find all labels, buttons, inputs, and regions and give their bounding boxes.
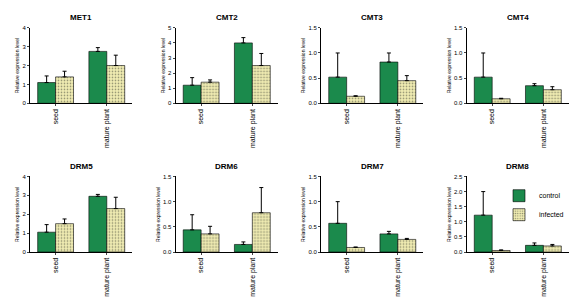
- svg-text:1: 1: [22, 230, 26, 236]
- svg-text:0.0: 0.0: [309, 100, 318, 106]
- svg-text:0.5: 0.5: [309, 224, 318, 230]
- svg-text:1.5: 1.5: [309, 25, 318, 31]
- svg-text:DRM6: DRM6: [215, 162, 238, 171]
- svg-text:0: 0: [22, 249, 26, 255]
- svg-text:2: 2: [22, 211, 26, 217]
- svg-text:1.0: 1.0: [309, 50, 318, 56]
- svg-text:infected: infected: [539, 211, 564, 218]
- svg-text:Relative expression level: Relative expression level: [14, 187, 20, 242]
- svg-text:0: 0: [22, 100, 26, 106]
- svg-text:0.0: 0.0: [454, 100, 463, 106]
- svg-text:Relative expression level: Relative expression level: [446, 187, 452, 242]
- svg-text:1.5: 1.5: [163, 174, 172, 180]
- svg-text:DRM8: DRM8: [506, 162, 529, 171]
- svg-text:0: 0: [168, 100, 172, 106]
- svg-text:mature plant: mature plant: [540, 109, 548, 148]
- svg-text:Relative expression level: Relative expression level: [14, 38, 20, 93]
- svg-text:Relative expression level: Relative expression level: [160, 38, 166, 93]
- svg-text:mature plant: mature plant: [540, 258, 548, 297]
- svg-text:mature plant: mature plant: [394, 109, 402, 148]
- svg-text:1.0: 1.0: [163, 199, 172, 205]
- svg-text:3: 3: [168, 55, 172, 61]
- svg-text:seed: seed: [197, 109, 204, 124]
- svg-text:0.5: 0.5: [309, 75, 318, 81]
- svg-text:MET1: MET1: [70, 13, 92, 22]
- svg-text:3: 3: [22, 44, 26, 50]
- svg-text:2: 2: [168, 70, 172, 76]
- svg-text:Relative expression level: Relative expression level: [446, 38, 452, 93]
- svg-text:Relative expression level: Relative expression level: [300, 187, 306, 242]
- svg-text:0.5: 0.5: [454, 234, 463, 240]
- svg-text:CMT2: CMT2: [216, 13, 238, 22]
- svg-text:1.5: 1.5: [309, 174, 318, 180]
- svg-text:0.0: 0.0: [163, 249, 172, 255]
- svg-text:1: 1: [168, 85, 172, 91]
- svg-text:CMT4: CMT4: [507, 13, 529, 22]
- svg-text:mature plant: mature plant: [103, 109, 111, 148]
- svg-text:0.5: 0.5: [163, 224, 172, 230]
- svg-text:mature plant: mature plant: [249, 258, 257, 297]
- svg-text:1.5: 1.5: [454, 25, 463, 31]
- svg-text:control: control: [539, 192, 560, 199]
- svg-text:0.5: 0.5: [454, 75, 463, 81]
- svg-text:4: 4: [22, 174, 26, 180]
- svg-text:1.5: 1.5: [454, 204, 463, 210]
- svg-text:0.0: 0.0: [309, 249, 318, 255]
- svg-text:1.0: 1.0: [309, 199, 318, 205]
- svg-text:2.5: 2.5: [454, 174, 463, 180]
- svg-text:seed: seed: [488, 258, 495, 273]
- svg-text:1: 1: [22, 82, 26, 88]
- svg-text:seed: seed: [343, 258, 350, 273]
- svg-text:DRM5: DRM5: [70, 162, 93, 171]
- svg-text:seed: seed: [488, 109, 495, 124]
- svg-text:4: 4: [168, 40, 172, 46]
- svg-text:4: 4: [22, 25, 26, 31]
- svg-text:0.0: 0.0: [454, 249, 463, 255]
- svg-text:Relative expression level: Relative expression level: [155, 187, 161, 242]
- svg-text:seed: seed: [197, 258, 204, 273]
- svg-text:2: 2: [22, 63, 26, 69]
- svg-text:mature plant: mature plant: [103, 258, 111, 297]
- svg-text:1.0: 1.0: [454, 50, 463, 56]
- svg-text:mature plant: mature plant: [249, 109, 257, 148]
- svg-text:seed: seed: [52, 258, 59, 273]
- svg-text:5: 5: [168, 25, 172, 31]
- svg-text:seed: seed: [343, 109, 350, 124]
- svg-text:3: 3: [22, 192, 26, 198]
- svg-text:CMT3: CMT3: [361, 13, 383, 22]
- svg-text:DRM7: DRM7: [361, 162, 384, 171]
- svg-text:mature plant: mature plant: [394, 258, 402, 297]
- svg-text:1.0: 1.0: [454, 219, 463, 225]
- svg-text:2.0: 2.0: [454, 189, 463, 195]
- svg-text:Relative expression level: Relative expression level: [300, 38, 306, 93]
- svg-text:seed: seed: [52, 109, 59, 124]
